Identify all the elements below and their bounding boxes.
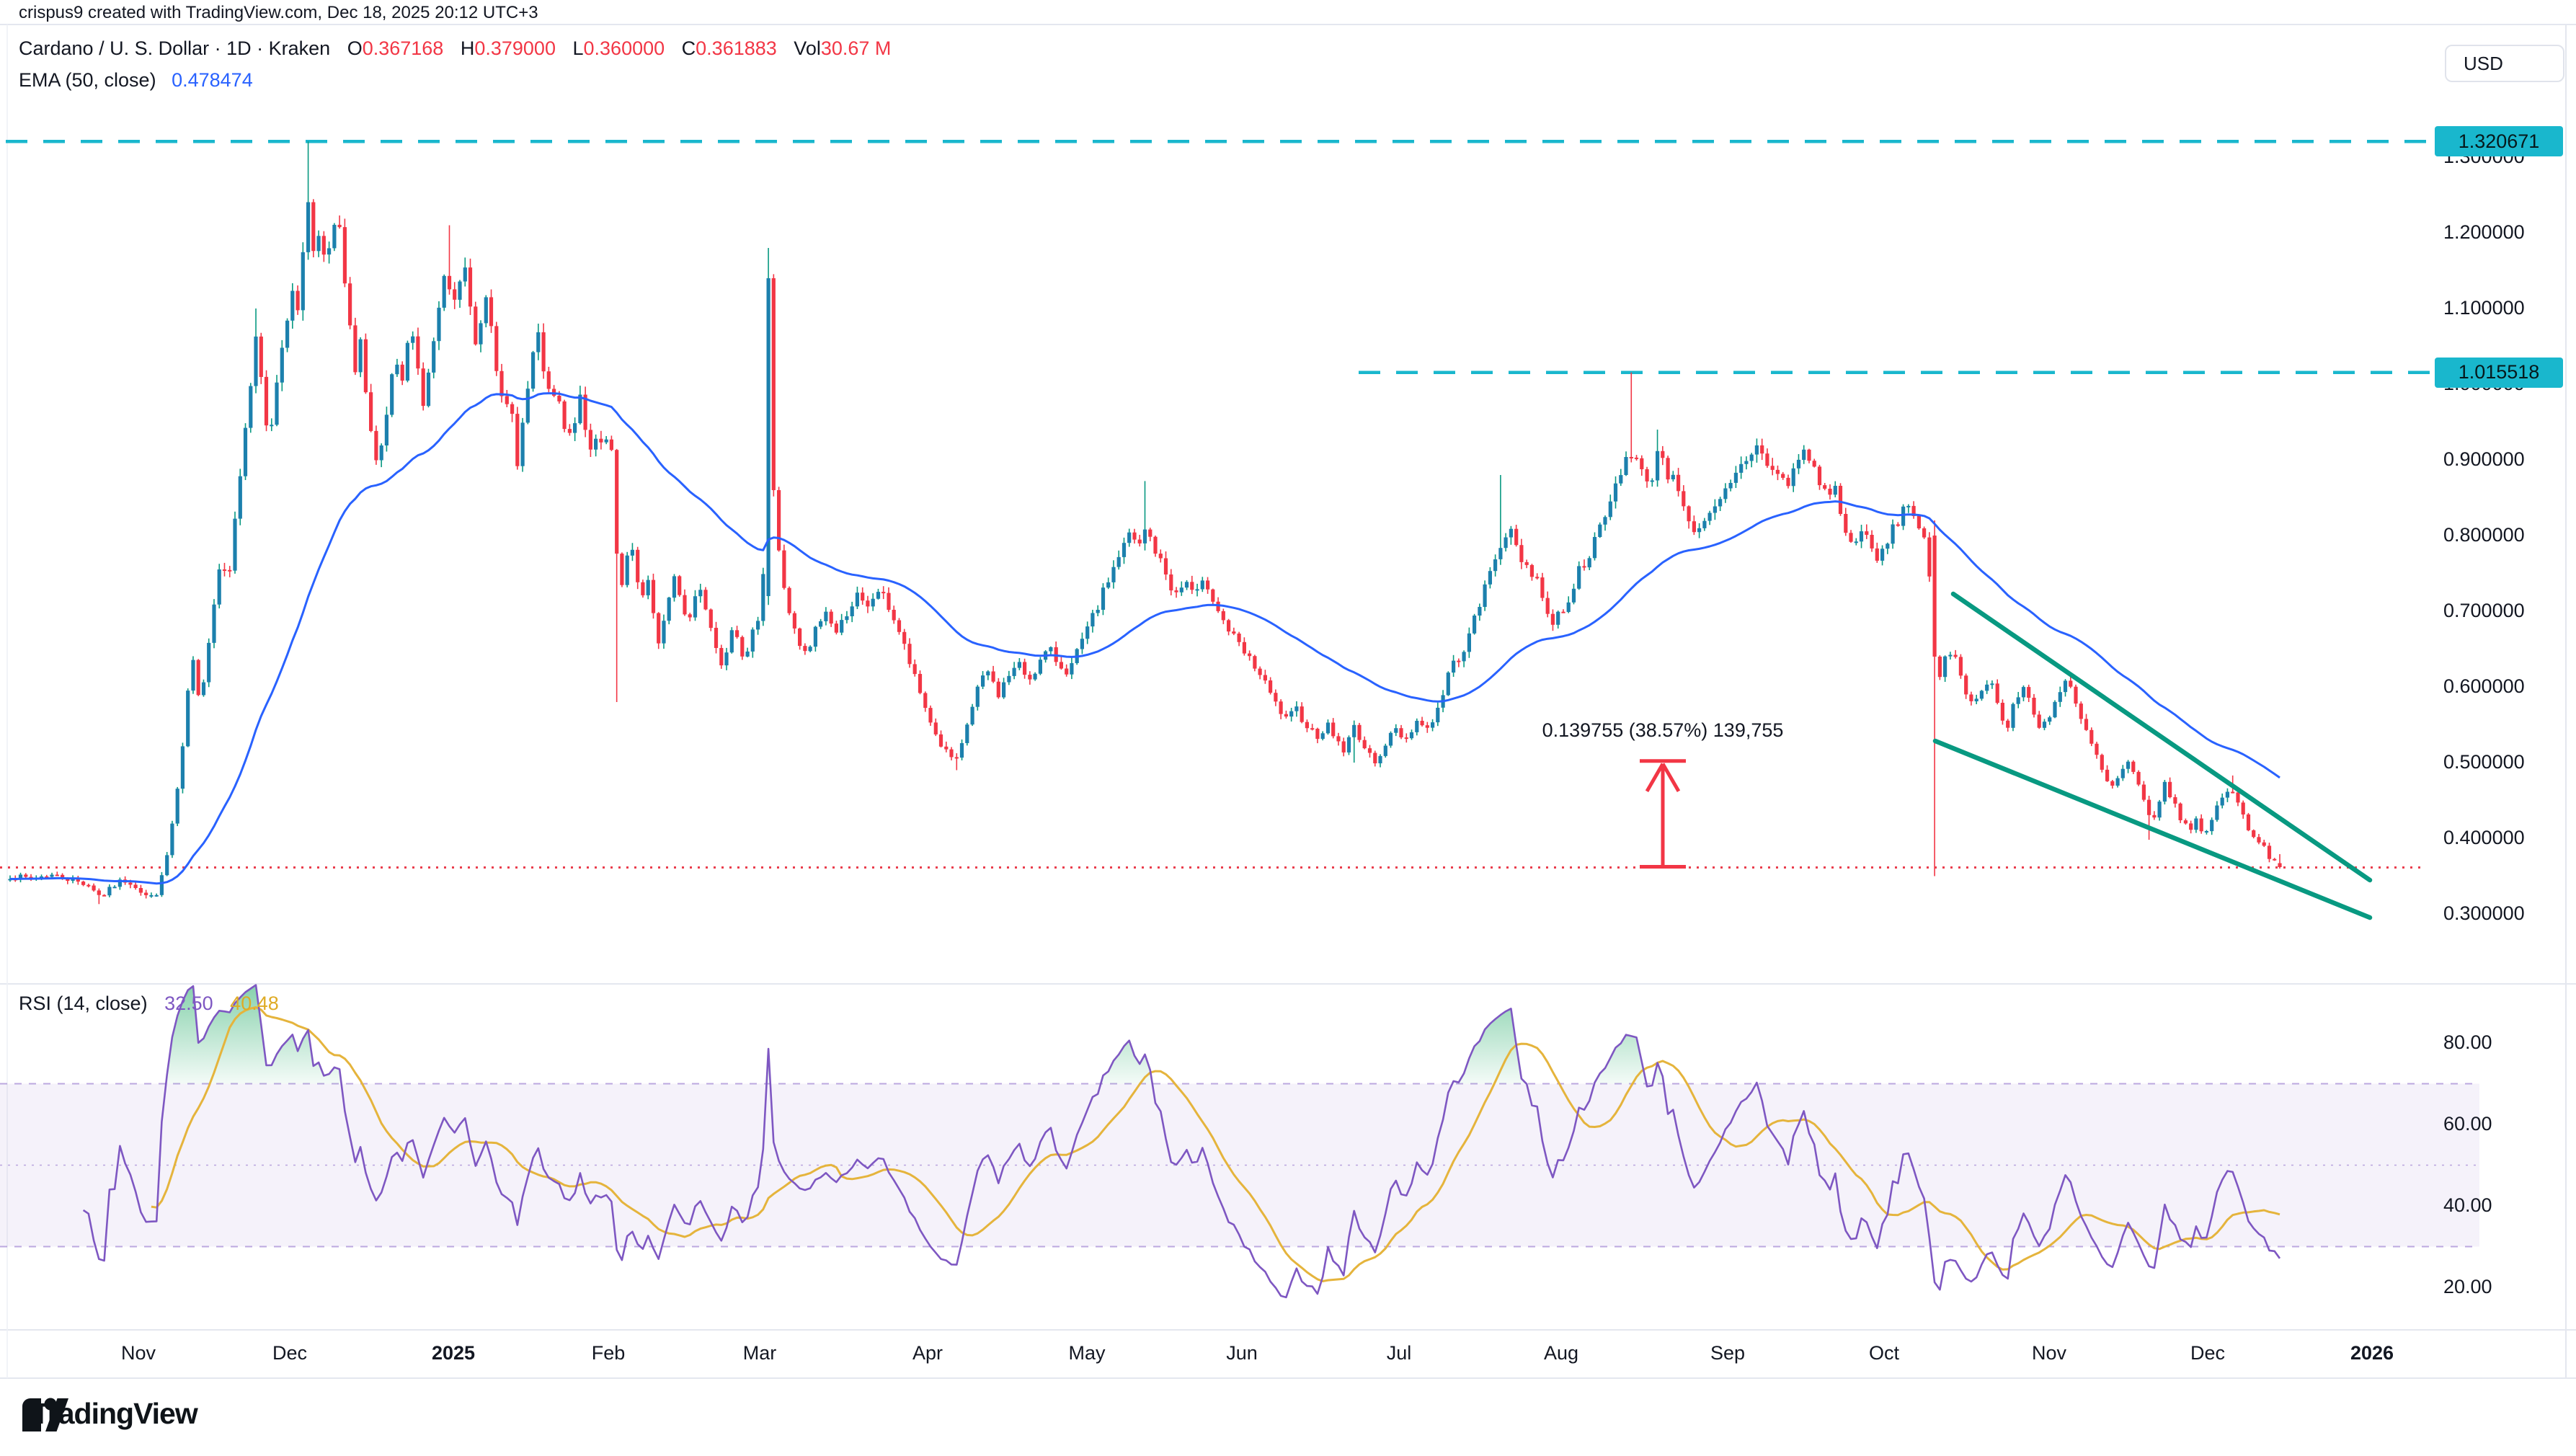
low-value: 0.360000 bbox=[583, 37, 665, 59]
ema-label: EMA (50, close) bbox=[19, 69, 156, 91]
month-label: Feb bbox=[591, 1342, 626, 1364]
ema-value: 0.478474 bbox=[172, 69, 253, 91]
month-label: Nov bbox=[2031, 1342, 2067, 1364]
currency-button[interactable]: USD bbox=[2445, 45, 2564, 82]
tradingview-logo-icon bbox=[22, 1398, 68, 1431]
month-label: Nov bbox=[120, 1342, 156, 1364]
high-label: H bbox=[460, 37, 475, 59]
rsi-tick: 40.00 bbox=[2443, 1194, 2492, 1216]
price-tick: 1.100000 bbox=[2443, 297, 2525, 319]
symbol-title: Cardano / U. S. Dollar · 1D · Kraken bbox=[19, 37, 331, 59]
price-level-badge-resistance[interactable]: 1.015518 bbox=[2435, 357, 2563, 388]
attribution-text: crispus9 created with TradingView.com, D… bbox=[19, 3, 538, 22]
rsi-tick: 20.00 bbox=[2443, 1276, 2492, 1297]
high-value: 0.379000 bbox=[474, 37, 556, 59]
close-label: C bbox=[681, 37, 696, 59]
rsi-value: 32.50 bbox=[164, 993, 213, 1014]
close-value: 0.361883 bbox=[696, 37, 777, 59]
rsi-ma-value: 40.48 bbox=[230, 993, 279, 1014]
ema-legend[interactable]: EMA (50, close) 0.478474 bbox=[19, 69, 253, 92]
measure-tool-label: 0.139755 (38.57%) 139,755 bbox=[1542, 719, 1784, 741]
price-tick: 0.700000 bbox=[2443, 600, 2525, 621]
low-label: L bbox=[572, 37, 584, 59]
rsi-legend[interactable]: RSI (14, close) 32.50 40.48 bbox=[19, 993, 279, 1015]
month-label: Aug bbox=[1543, 1342, 1579, 1364]
price-tick: 1.200000 bbox=[2443, 221, 2525, 243]
price-tick: 0.900000 bbox=[2443, 448, 2525, 470]
open-label: O bbox=[347, 37, 363, 59]
tradingview-logo[interactable]: TradingView bbox=[22, 1397, 198, 1431]
month-label: Oct bbox=[1868, 1342, 1900, 1364]
currency-label: USD bbox=[2464, 52, 2503, 74]
month-label: Dec bbox=[2190, 1342, 2226, 1364]
open-value: 0.367168 bbox=[362, 37, 444, 59]
price-tick: 0.500000 bbox=[2443, 751, 2525, 773]
volume-label: Vol bbox=[794, 37, 821, 59]
rsi-tick: 60.00 bbox=[2443, 1113, 2492, 1135]
price-tick: 0.800000 bbox=[2443, 524, 2525, 546]
price-tick: 0.400000 bbox=[2443, 827, 2525, 848]
rsi-label: RSI (14, close) bbox=[19, 993, 148, 1014]
month-label: Jul bbox=[1386, 1342, 1412, 1364]
month-label: Jun bbox=[1226, 1342, 1258, 1364]
volume-value: 30.67 M bbox=[820, 37, 892, 59]
price-level-value: 1.015518 bbox=[2458, 361, 2540, 383]
month-label: Apr bbox=[912, 1342, 943, 1364]
month-label: Mar bbox=[742, 1342, 777, 1364]
symbol-header[interactable]: Cardano / U. S. Dollar · 1D · Kraken O0.… bbox=[19, 37, 891, 60]
month-label: May bbox=[1068, 1342, 1106, 1364]
price-level-badge-high[interactable]: 1.320671 bbox=[2435, 126, 2563, 157]
year-label: 2025 bbox=[431, 1342, 476, 1364]
year-label: 2026 bbox=[2350, 1342, 2394, 1364]
rsi-tick: 80.00 bbox=[2443, 1031, 2492, 1053]
month-label: Sep bbox=[1710, 1342, 1746, 1364]
price-level-value: 1.320671 bbox=[2458, 130, 2540, 152]
price-tick: 0.300000 bbox=[2443, 902, 2525, 924]
price-tick: 0.600000 bbox=[2443, 675, 2525, 697]
month-label: Dec bbox=[272, 1342, 308, 1364]
